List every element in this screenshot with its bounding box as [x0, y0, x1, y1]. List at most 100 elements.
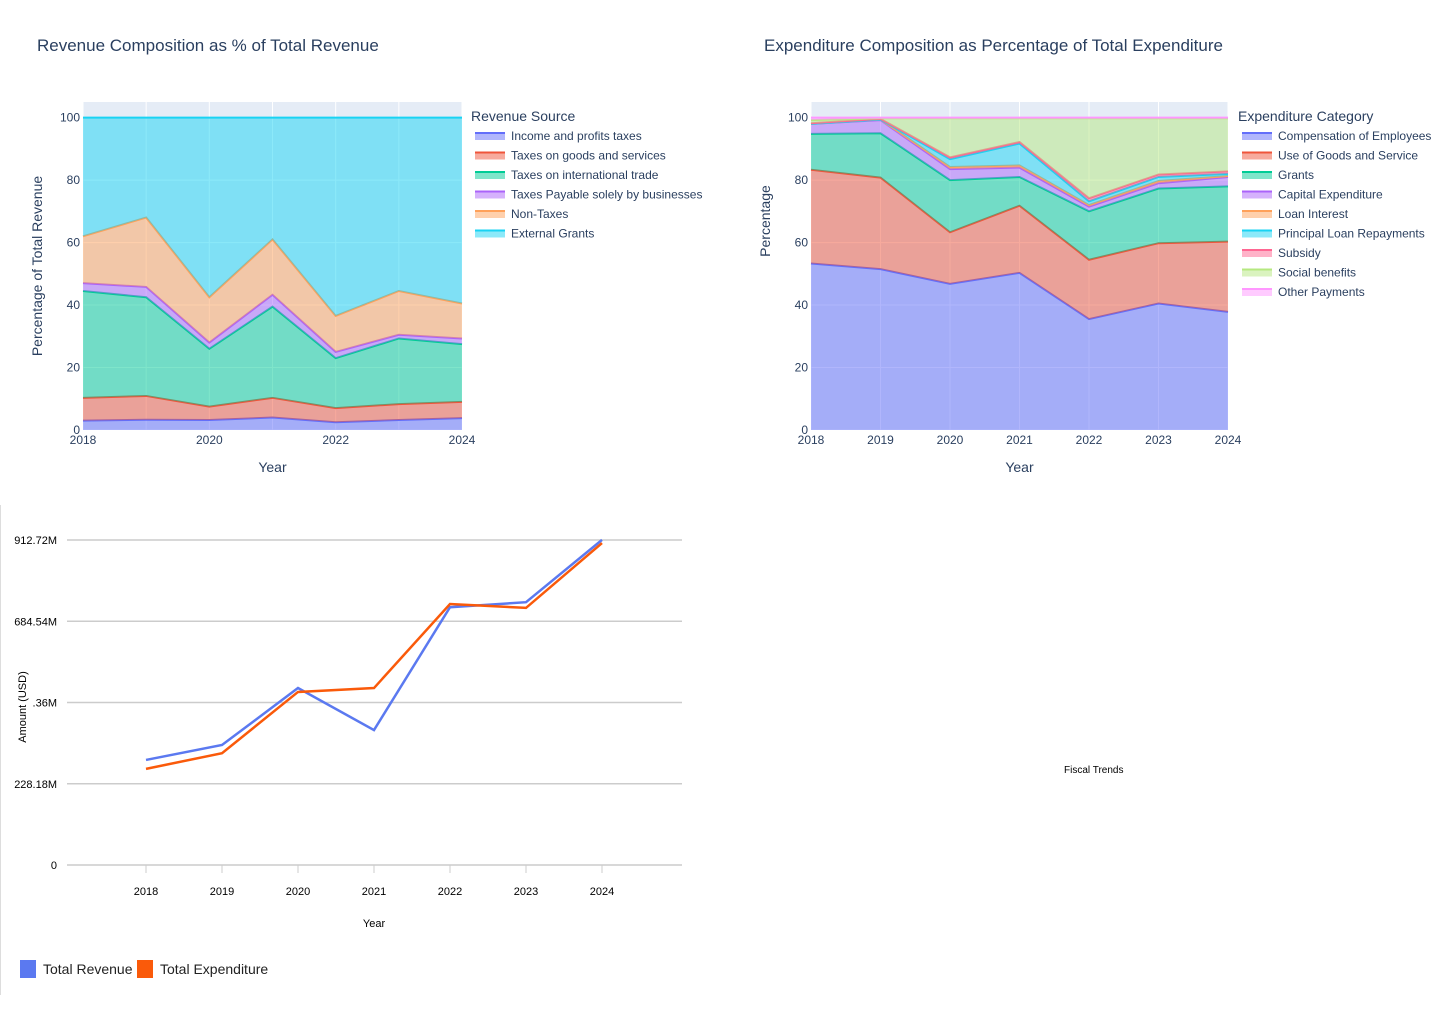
y-tick-label: 684.54M — [14, 616, 57, 628]
x-tick-label: 2020 — [937, 433, 964, 447]
legend-label: Total Revenue — [43, 961, 133, 977]
area-taxes-on-international-trade — [83, 290, 462, 409]
area-principal-loan-repayments — [811, 119, 1228, 206]
legend-item[interactable]: Use of Goods and Service — [1242, 149, 1418, 163]
legend-item[interactable]: Taxes Payable solely by businesses — [475, 188, 702, 202]
legend-swatch — [1242, 171, 1272, 179]
legend-item[interactable]: Social benefits — [1242, 266, 1356, 280]
x-tick-label: 2019 — [210, 886, 234, 898]
legend-label: Loan Interest — [1278, 207, 1349, 221]
y-tick-label: 0 — [73, 423, 80, 437]
legend-swatch — [475, 132, 505, 140]
x-tick-label: 2019 — [867, 433, 894, 447]
area-compensation-of-employees — [811, 263, 1228, 430]
legend-swatch — [1242, 132, 1272, 140]
legend-title: Expenditure Category — [1238, 108, 1373, 124]
y-tick-label: 80 — [67, 173, 81, 187]
legend: Revenue Source Income and profits taxes Ta… — [471, 108, 702, 241]
legend-item[interactable]: Subsidy — [1242, 246, 1321, 260]
x-tick-label: 2023 — [514, 886, 538, 898]
y-tick-label: 228.18M — [14, 779, 57, 791]
area-grants — [811, 133, 1228, 260]
x-tick-label: 2024 — [1215, 433, 1242, 447]
area-taxes-payable-solely-by-businesses — [83, 283, 462, 359]
y-tick-label: 0 — [801, 423, 808, 437]
x-tick-label: 2018 — [798, 433, 825, 447]
x-tick-label: 2022 — [1076, 433, 1103, 447]
legend-swatch — [475, 171, 505, 179]
legend-swatch — [1242, 190, 1272, 199]
revenue-composition-chart: 0 20 40 60 80 100 2018 2020 2022 2024 Year Percenta… — [29, 102, 702, 475]
legend-item[interactable]: Compensation of Employees — [1242, 129, 1431, 143]
legend-item[interactable]: Principal Loan Repayments — [1242, 227, 1425, 241]
x-tick-label: 2024 — [449, 433, 476, 447]
legend-swatch — [1242, 210, 1272, 218]
y-axis-title-bg — [14, 650, 32, 760]
x-axis-title: Year — [363, 918, 386, 930]
y-tick-label: 100 — [788, 111, 808, 125]
legend-item[interactable]: Total Expenditure — [137, 960, 268, 978]
legend-swatch — [475, 210, 505, 218]
expenditure-chart-title: Expenditure Composition as Percentage of… — [764, 36, 1223, 55]
x-tick-label: 2020 — [196, 433, 223, 447]
legend-label: Grants — [1278, 168, 1314, 182]
legend-label: Taxes Payable solely by businesses — [511, 188, 702, 202]
legend-item[interactable]: Grants — [1242, 168, 1314, 182]
legend-swatch — [475, 229, 505, 238]
legend-label: Income and profits taxes — [511, 129, 642, 143]
area-non-taxes — [83, 217, 462, 352]
legend-label: Non-Taxes — [511, 207, 568, 221]
x-axis-title: Year — [258, 459, 287, 475]
y-axis-title: Percentage — [757, 185, 773, 257]
legend-item[interactable]: External Grants — [475, 227, 594, 241]
x-tick-label: 2024 — [590, 886, 614, 898]
area-capital-expenditure — [811, 120, 1228, 212]
legend-item[interactable]: Taxes on goods and services — [475, 149, 666, 163]
divider — [0, 505, 1, 995]
legend-item[interactable]: Other Payments — [1242, 285, 1365, 299]
legend-label: Principal Loan Repayments — [1278, 227, 1425, 241]
area-use-of-goods-and-service — [811, 169, 1228, 320]
legend-title: Revenue Source — [471, 108, 576, 124]
legend-label: Subsidy — [1278, 246, 1321, 260]
legend-item[interactable]: Income and profits taxes — [475, 129, 642, 143]
y-tick-label: 60 — [795, 236, 809, 250]
legend-swatch — [20, 960, 36, 978]
legend-swatch — [1242, 229, 1272, 238]
legend-swatch — [1242, 151, 1272, 160]
legend-item[interactable]: Loan Interest — [1242, 207, 1349, 221]
legend-item[interactable]: Taxes on international trade — [475, 168, 659, 182]
y-tick-label: 912.72M — [14, 535, 57, 547]
x-tick-label: 2022 — [438, 886, 462, 898]
y-tick-label: 20 — [67, 361, 81, 375]
legend-label: Taxes on international trade — [511, 168, 659, 182]
legend-label: Compensation of Employees — [1278, 129, 1431, 143]
y-tick-label: 80 — [795, 173, 809, 187]
legend-label: Social benefits — [1278, 266, 1356, 280]
x-axis-title: Year — [1005, 459, 1034, 475]
legend-swatch — [475, 151, 505, 160]
y-tick-label: 100 — [60, 111, 80, 125]
line-total-expenditure — [145, 542, 603, 771]
legend-item[interactable]: Non-Taxes — [475, 207, 568, 221]
y-tick-label: 40 — [795, 298, 809, 312]
legend-swatch — [1242, 268, 1272, 277]
area-taxes-on-goods-and-services — [83, 395, 462, 423]
legend-label: Taxes on goods and services — [511, 149, 666, 163]
x-tick-label: 2022 — [322, 433, 349, 447]
y-tick-label: 20 — [795, 361, 809, 375]
y-tick-label: 0 — [51, 860, 57, 872]
legend-label: Capital Expenditure — [1278, 188, 1383, 202]
legend-label: Total Expenditure — [160, 961, 268, 977]
y-tick-label: 40 — [67, 298, 81, 312]
expenditure-composition-chart: 0 20 40 60 80 100 2018 2019 2020 2021 2022 2023 2024… — [757, 102, 1431, 475]
legend-swatch — [137, 960, 153, 978]
y-axis-title: Percentage of Total Revenue — [29, 176, 45, 357]
legend-label: Use of Goods and Service — [1278, 149, 1418, 163]
x-tick-label: 2021 — [362, 886, 386, 898]
legend-item[interactable]: Total Revenue — [20, 960, 133, 978]
legend-swatch — [475, 190, 505, 199]
legend-item[interactable]: Capital Expenditure — [1242, 188, 1383, 202]
y-tick-label: 60 — [67, 236, 81, 250]
x-tick-label: 2018 — [70, 433, 97, 447]
